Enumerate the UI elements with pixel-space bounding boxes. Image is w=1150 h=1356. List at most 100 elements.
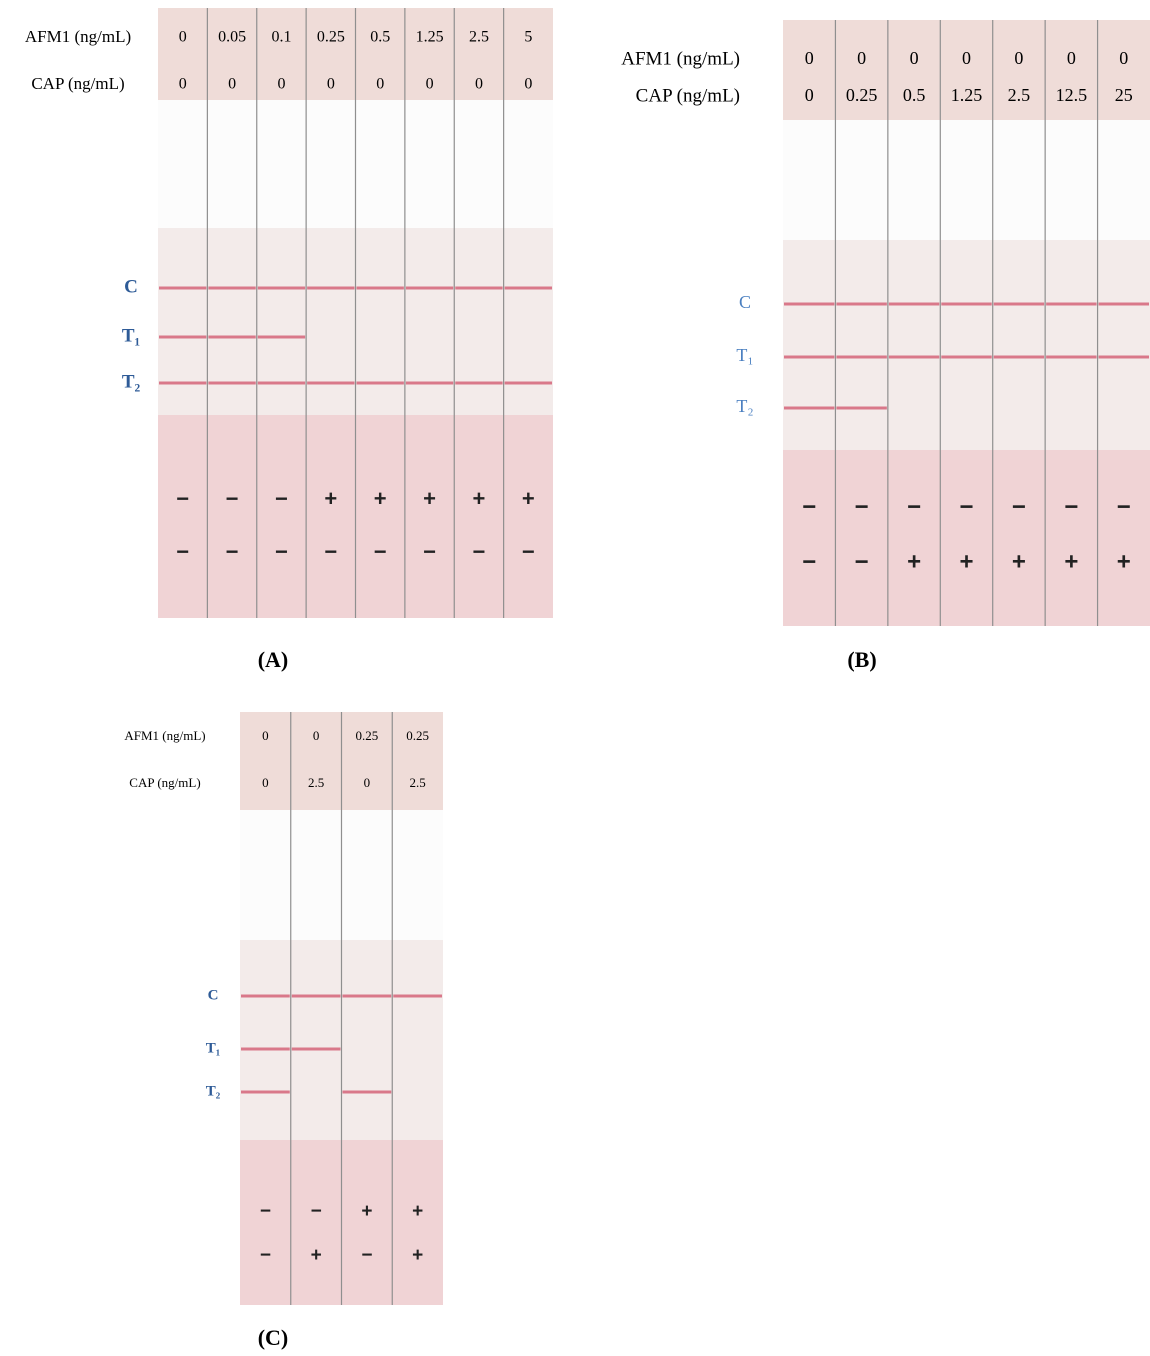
result-sign: −	[275, 539, 288, 564]
panel-label: (A)	[258, 647, 289, 672]
strip-window	[342, 810, 393, 940]
strip-pad	[240, 1140, 291, 1305]
line-label: C	[739, 292, 751, 312]
cap-value: 0	[524, 76, 532, 93]
afm1-value: 0	[857, 48, 866, 68]
strip	[993, 20, 1045, 626]
test-band	[258, 287, 305, 290]
strip-pad	[1045, 450, 1097, 626]
strip-pad	[454, 415, 503, 618]
afm1-value: 0	[805, 48, 814, 68]
line-label: T₂	[122, 371, 141, 392]
line-label: T₁	[122, 325, 140, 346]
panel-label: (B)	[847, 647, 876, 672]
strip	[257, 8, 306, 618]
test-band	[241, 1091, 290, 1094]
test-band	[1099, 303, 1149, 306]
line-label: C	[208, 987, 219, 1003]
cap-value: 0	[426, 76, 434, 93]
afm1-value: 0	[910, 48, 919, 68]
test-band	[208, 287, 255, 290]
strip	[940, 20, 992, 626]
result-sign: −	[959, 493, 973, 520]
strip-pad	[835, 450, 887, 626]
strip-membrane	[291, 940, 342, 1140]
strip-membrane	[1098, 240, 1150, 450]
result-sign: −	[423, 539, 436, 564]
strip-pad	[342, 1140, 393, 1305]
strip-membrane	[835, 240, 887, 450]
afm1-value: 0	[962, 48, 971, 68]
afm1-value: 0.25	[356, 728, 379, 743]
result-sign: +	[311, 1245, 322, 1266]
strip	[1045, 20, 1097, 626]
strip-membrane	[240, 940, 291, 1140]
strip-header	[392, 712, 443, 810]
row-label: AFM1 (ng/mL)	[124, 728, 205, 743]
test-band	[994, 303, 1044, 306]
test-band	[343, 1091, 392, 1094]
strip-window	[257, 100, 306, 228]
test-band	[1099, 356, 1149, 359]
test-band	[307, 382, 354, 385]
result-sign: −	[226, 486, 239, 511]
strip-membrane	[783, 240, 835, 450]
result-sign: −	[855, 548, 869, 575]
test-band	[784, 407, 834, 410]
row-label: CAP (ng/mL)	[129, 775, 200, 790]
test-band	[357, 382, 404, 385]
strip-pad	[993, 450, 1045, 626]
panel: 00−−02.5−+0.250+−0.252.5++AFM1 (ng/mL)CA…	[124, 712, 443, 1350]
strip-window	[888, 120, 940, 240]
strip	[835, 20, 887, 626]
cap-value: 0	[179, 76, 187, 93]
line-label: T₁	[206, 1040, 221, 1056]
cap-value: 2.5	[1008, 85, 1031, 105]
result-sign: −	[374, 539, 387, 564]
strip-pad	[783, 450, 835, 626]
test-band	[406, 382, 453, 385]
strip-window	[454, 100, 503, 228]
test-band	[889, 303, 939, 306]
result-sign: −	[907, 493, 921, 520]
strip-window	[405, 100, 454, 228]
test-band	[159, 287, 206, 290]
strip-membrane	[888, 240, 940, 450]
afm1-value: 0.05	[218, 29, 246, 46]
result-sign: +	[522, 486, 535, 511]
test-band	[159, 336, 206, 339]
cap-value: 1.25	[951, 85, 983, 105]
strip-header	[240, 712, 291, 810]
result-sign: −	[324, 539, 337, 564]
strip	[356, 8, 405, 618]
test-band	[208, 382, 255, 385]
panel-label: (C)	[258, 1325, 289, 1350]
test-band	[159, 382, 206, 385]
strip-membrane	[405, 228, 454, 415]
row-label: CAP (ng/mL)	[31, 74, 124, 93]
result-sign: +	[1012, 548, 1026, 575]
strip-window	[835, 120, 887, 240]
line-label: T₂	[206, 1083, 221, 1099]
strip-window	[504, 100, 553, 228]
afm1-value: 5	[524, 29, 532, 46]
test-band	[505, 382, 552, 385]
cap-value: 0	[364, 775, 371, 790]
result-sign: +	[324, 486, 337, 511]
result-sign: +	[473, 486, 486, 511]
afm1-value: 0	[1014, 48, 1023, 68]
result-sign: +	[412, 1245, 423, 1266]
result-sign: +	[412, 1201, 423, 1222]
test-band	[292, 995, 341, 998]
result-sign: +	[907, 548, 921, 575]
strip-membrane	[342, 940, 393, 1140]
test-band	[941, 356, 991, 359]
strip-window	[356, 100, 405, 228]
test-band	[357, 287, 404, 290]
strip-pad	[504, 415, 553, 618]
afm1-value: 0	[262, 728, 269, 743]
afm1-value: 2.5	[469, 29, 489, 46]
cap-value: 0.25	[846, 85, 878, 105]
strip-membrane	[158, 228, 207, 415]
result-sign: −	[176, 486, 189, 511]
